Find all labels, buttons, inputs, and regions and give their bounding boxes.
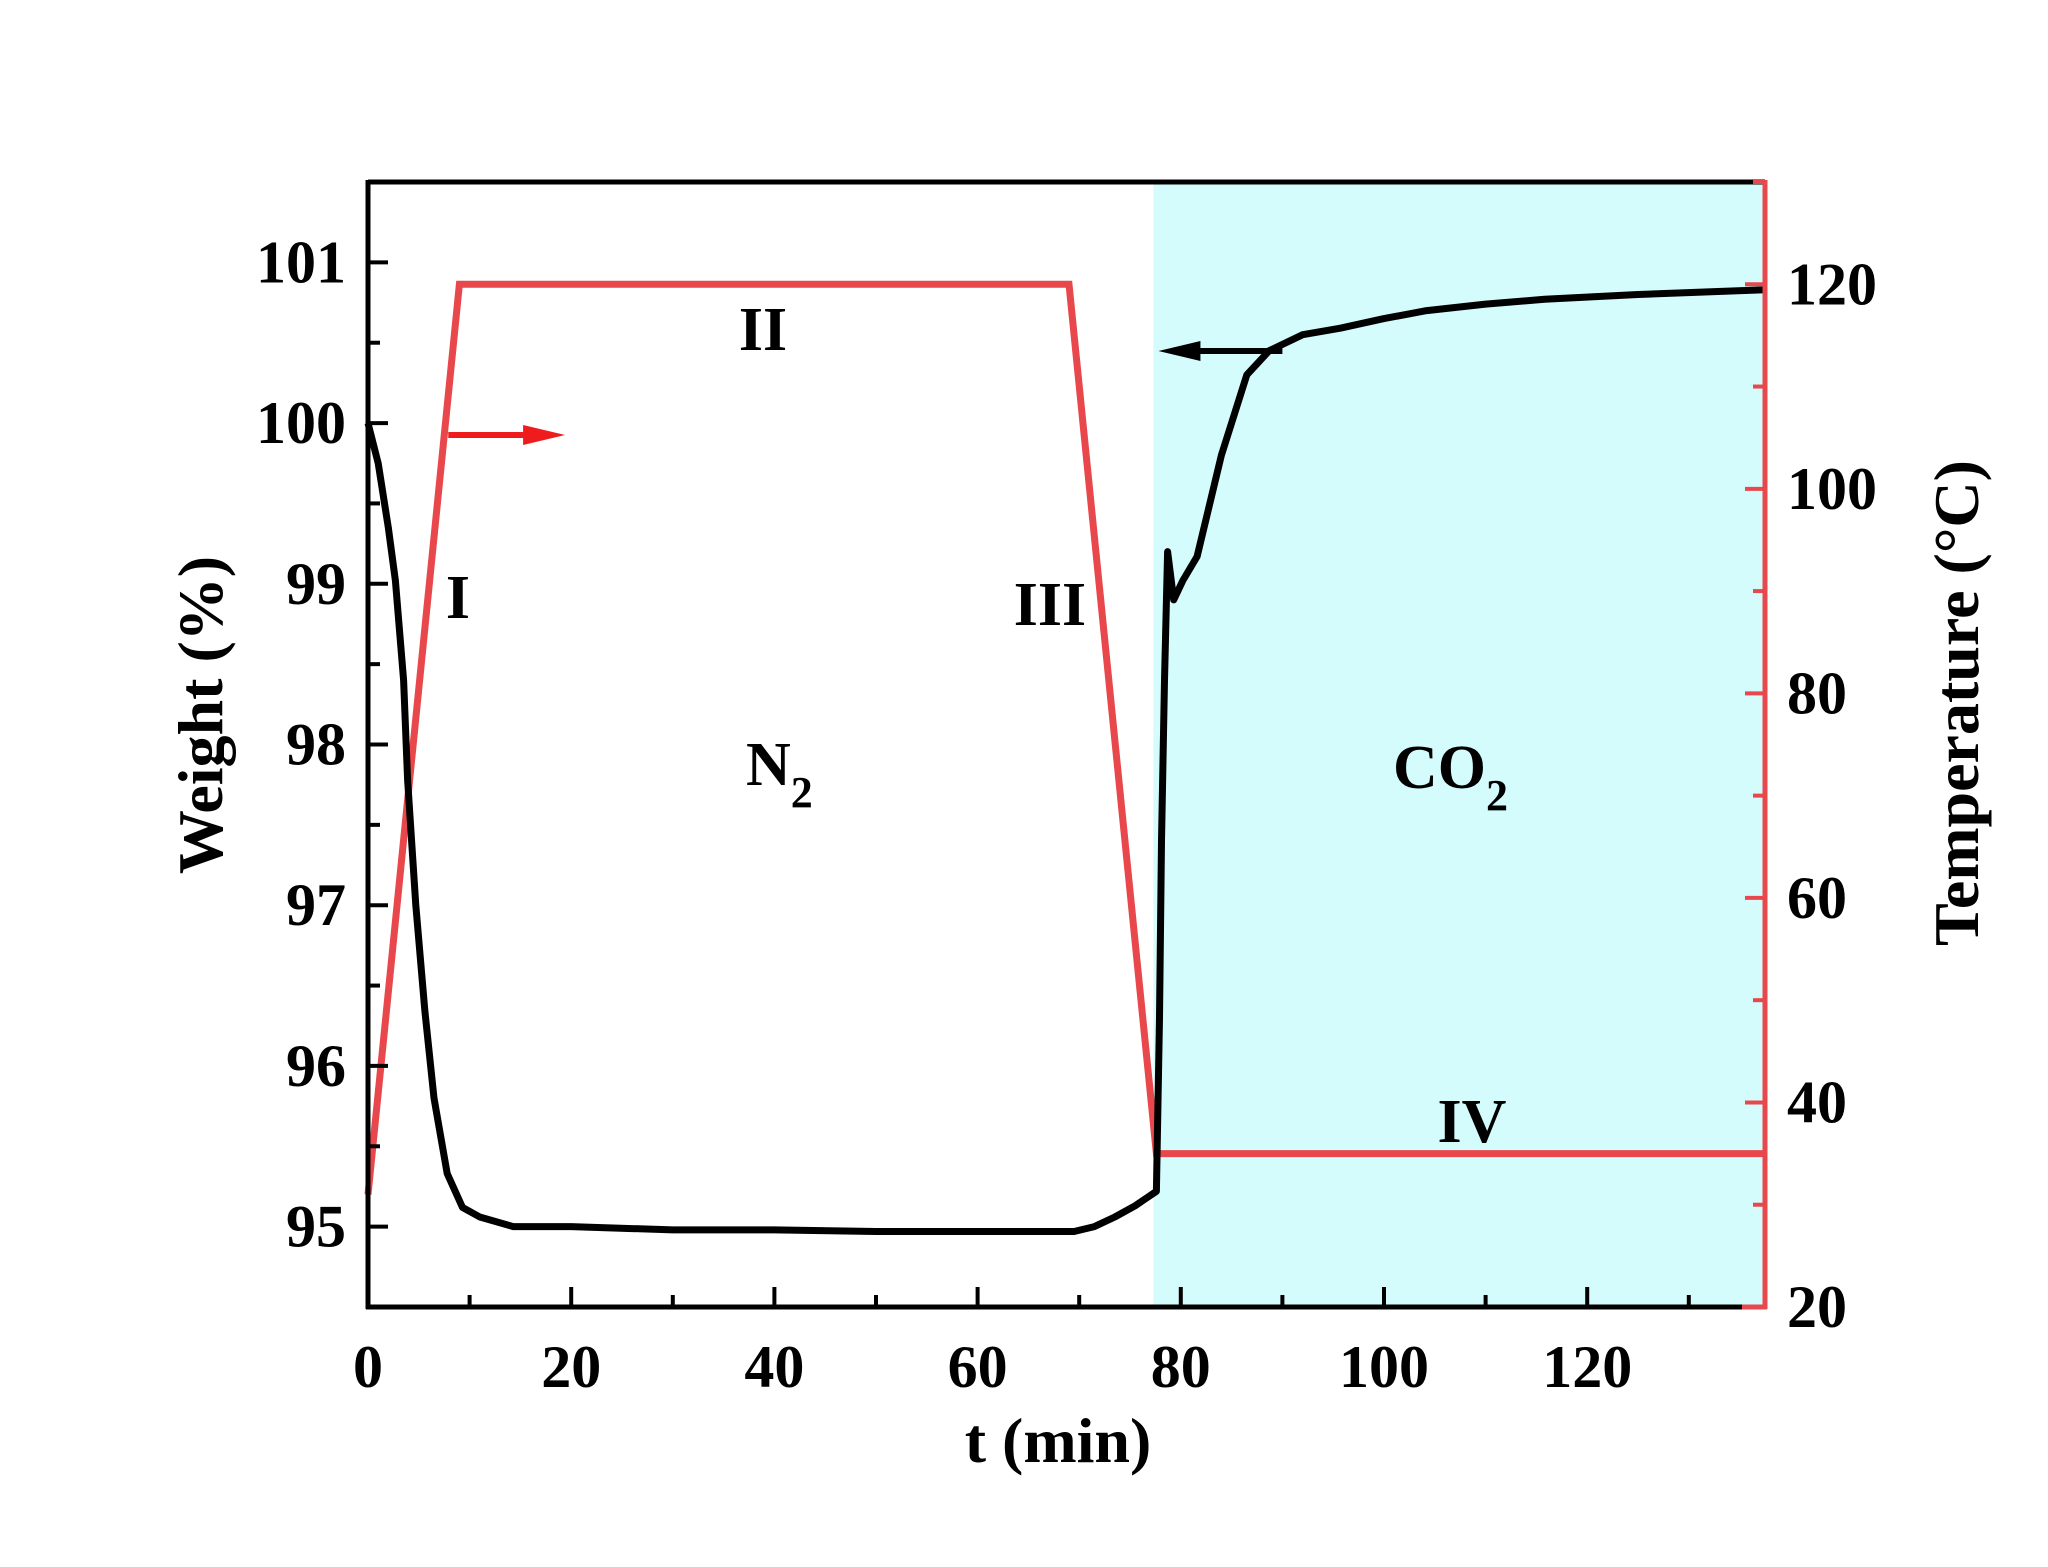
- y2-tick-label: 60: [1787, 865, 1847, 931]
- y2-tick-label: 120: [1787, 251, 1877, 317]
- weight-line: [364, 286, 1766, 1235]
- gas-label-n2: N2: [746, 731, 813, 817]
- y-tick-label: 96: [286, 1033, 346, 1099]
- y2-axis-ticks: 20 40 60 80 100 120: [1745, 180, 1877, 1340]
- y-tick-label: 95: [286, 1194, 346, 1260]
- x-tick-label: 0: [353, 1334, 383, 1400]
- y2-tick-label: 40: [1787, 1069, 1847, 1135]
- x-tick-label: 120: [1542, 1334, 1632, 1400]
- phase-label-2: II: [739, 296, 787, 364]
- phase-label-1: I: [446, 564, 470, 632]
- y-tick-label: 100: [256, 390, 346, 456]
- n2-subscript: 2: [791, 768, 813, 817]
- y-tick-label: 101: [256, 229, 346, 295]
- y-tick-label: 98: [286, 712, 346, 778]
- y2-tick-label: 80: [1787, 660, 1847, 726]
- y-tick-label: 99: [286, 551, 346, 617]
- temperature-line: [364, 280, 1765, 1195]
- x-tick-label: 40: [744, 1334, 804, 1400]
- y-tick-label: 97: [286, 872, 346, 938]
- y-axis-title: Weight (%): [165, 556, 236, 874]
- y2-tick-label: 20: [1787, 1274, 1847, 1340]
- y2-tick-label: 100: [1787, 456, 1877, 522]
- co2-subscript: 2: [1486, 771, 1508, 820]
- x-tick-label: 60: [948, 1334, 1008, 1400]
- x-tick-label: 80: [1151, 1334, 1211, 1400]
- axis-arrows: [448, 341, 1283, 445]
- x-axis-title: t (min): [965, 1405, 1152, 1476]
- y2-axis-title: Temperature (°C): [1921, 460, 1992, 946]
- phase-label-4: IV: [1438, 1088, 1507, 1156]
- x-tick-label: 20: [541, 1334, 601, 1400]
- n2-main: N: [746, 731, 791, 799]
- arrow-to-weight-axis-head-icon: [1158, 341, 1201, 361]
- arrow-to-temperature-axis-head-icon: [523, 425, 566, 445]
- gas-label-co2: CO2: [1393, 734, 1508, 820]
- x-tick-label: 100: [1339, 1334, 1429, 1400]
- x-axis-ticks: 0 20 40 60 80 100 120: [353, 1287, 1691, 1400]
- co2-main: CO: [1393, 734, 1486, 802]
- y-axis-ticks: 95 96 97 98 99 100 101: [256, 180, 388, 1309]
- phase-label-3: III: [1014, 571, 1086, 639]
